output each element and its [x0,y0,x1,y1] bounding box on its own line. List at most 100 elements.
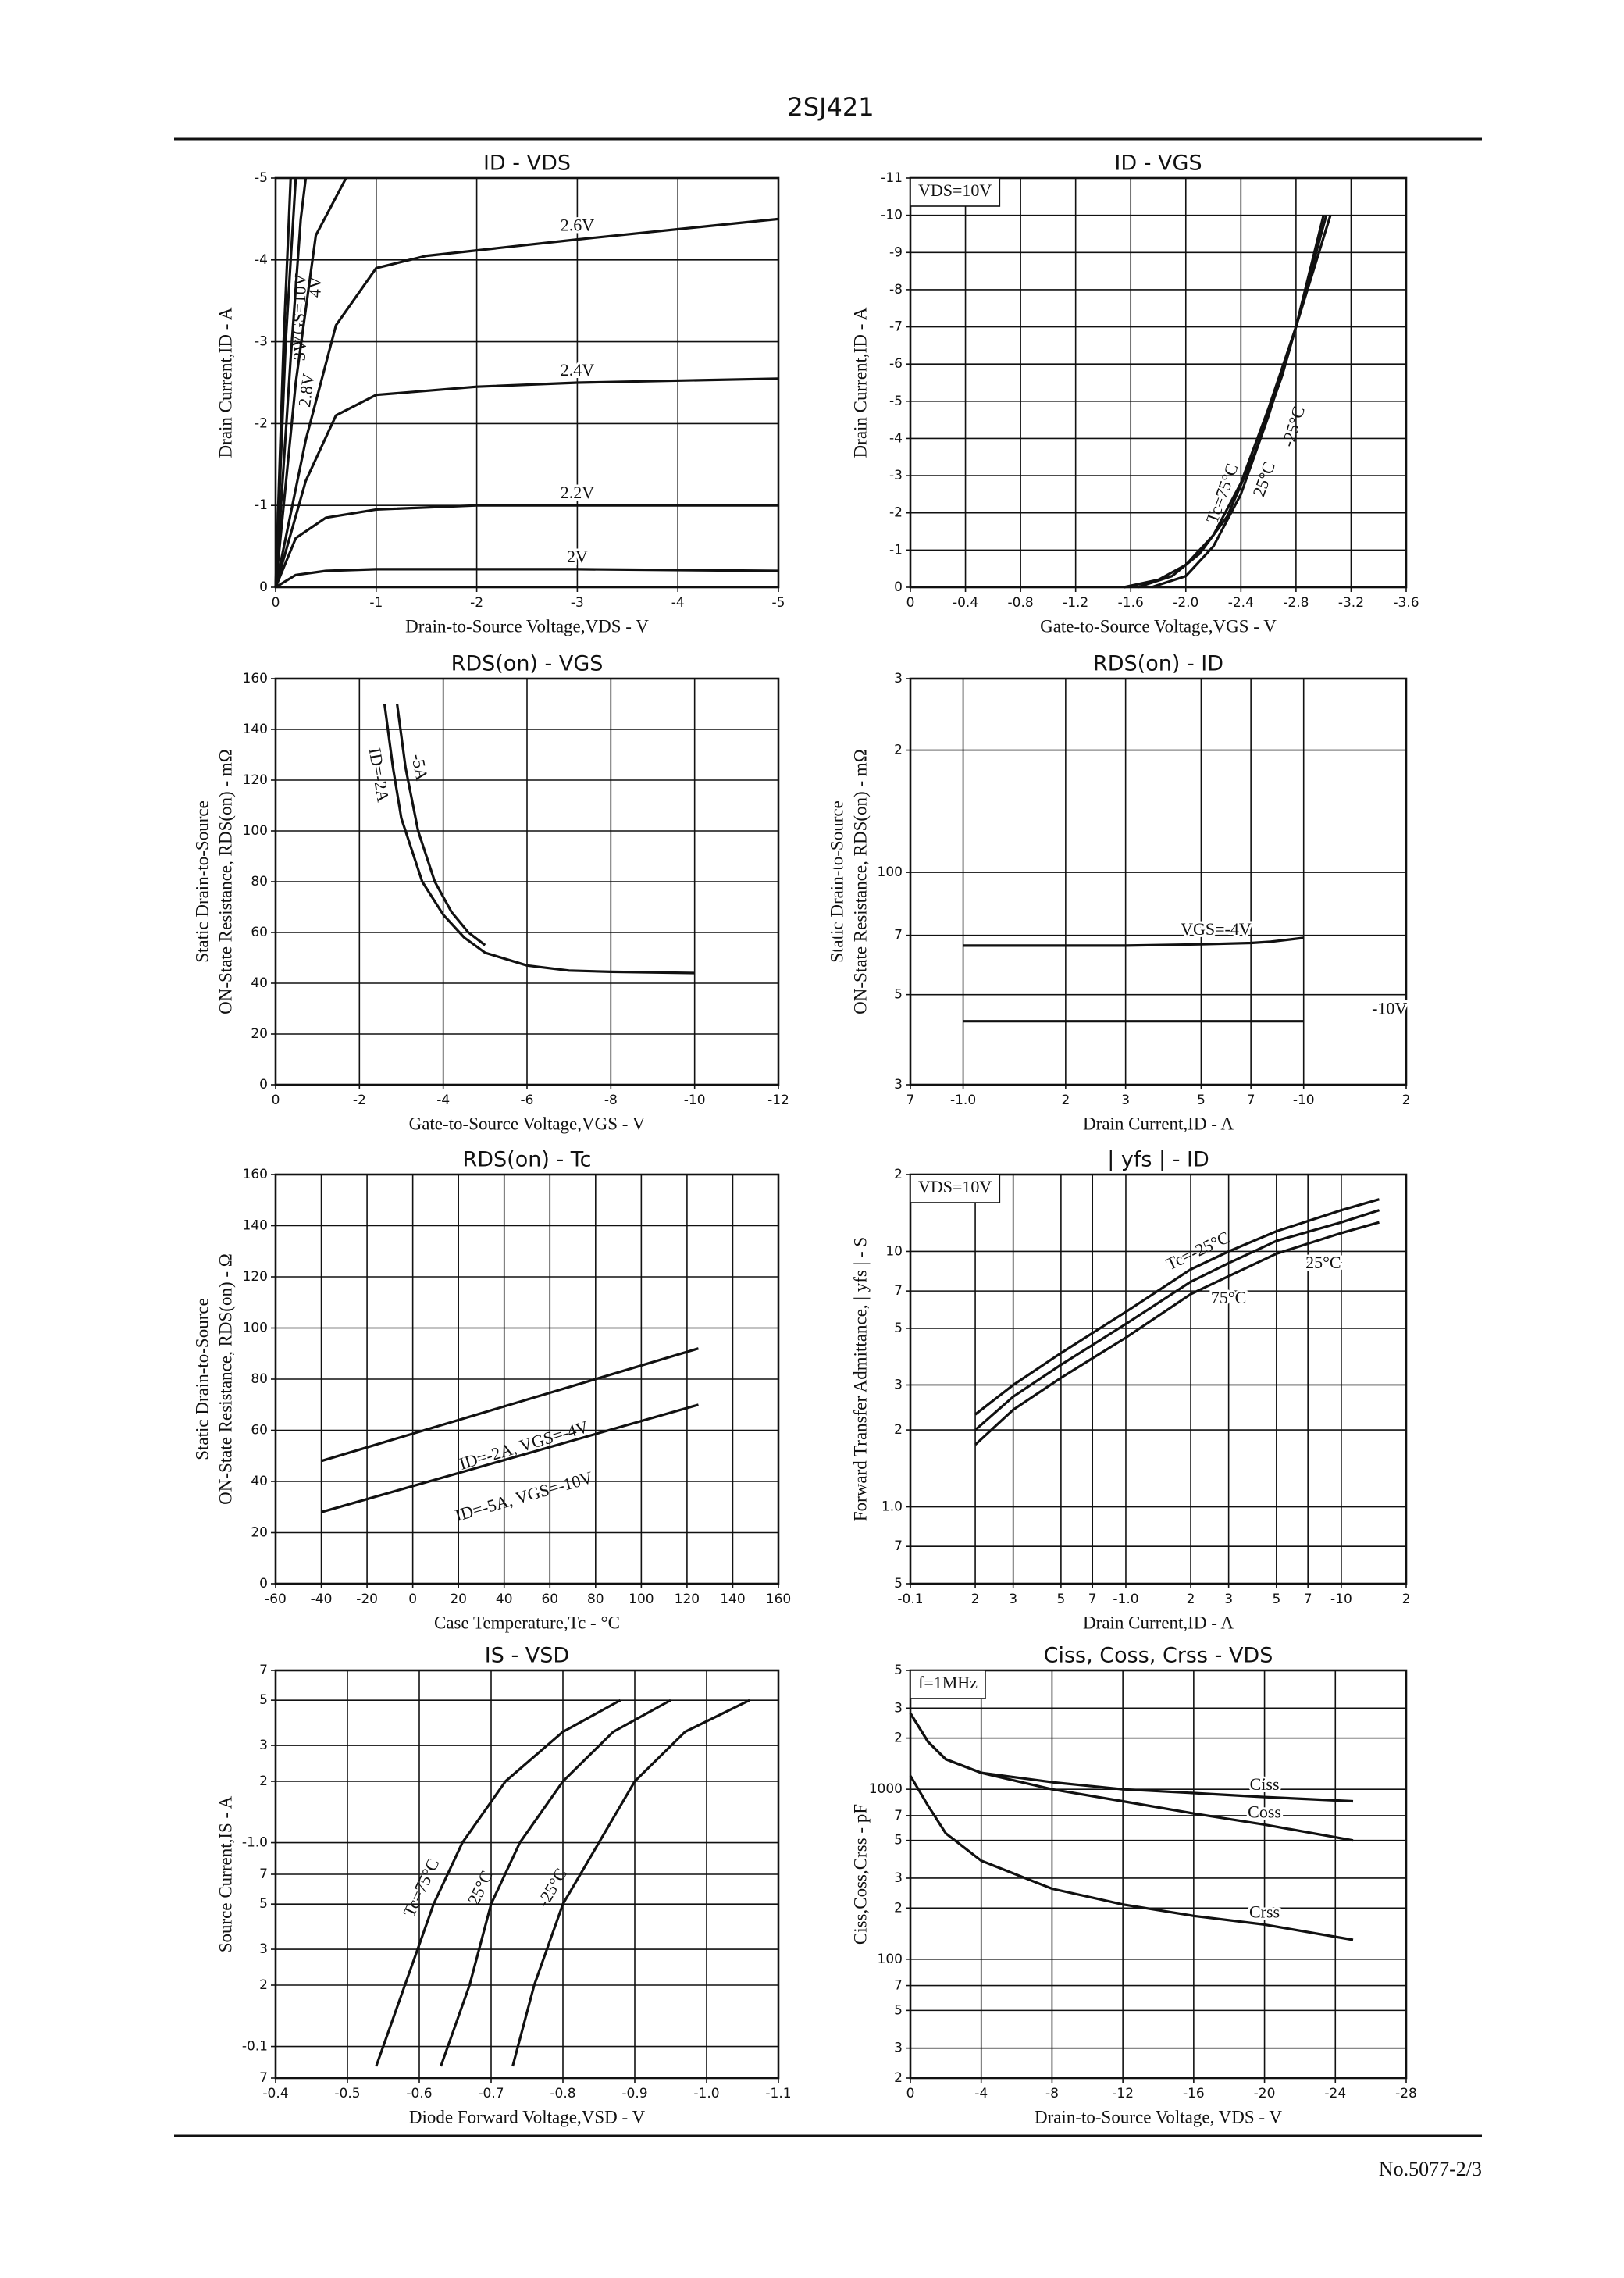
x-tick-label: -1.0 [693,2086,719,2102]
y-axis-label: Drain Current,ID - A [215,307,235,458]
y-tick-label: 2 [894,743,903,758]
x-tick-label: -12 [1112,2086,1134,2102]
x-tick-label: -8 [1045,2086,1059,2102]
x-tick-label: -3.2 [1338,595,1364,611]
x-tick-label: 100 [629,1592,654,1607]
curve [909,1712,1354,1842]
annotation: f=1MHz [918,1673,978,1692]
curve-label: 4V [304,276,326,298]
x-tick-label: 7 [906,1093,915,1108]
y-tick-label: 3 [894,2041,903,2056]
x-tick-label: -3 [571,595,584,611]
plot-frame [274,176,780,589]
x-tick-label: -2 [470,595,483,611]
y-tick-label: 7 [259,1663,268,1678]
y-tick-label: 3 [894,1870,903,1886]
y-tick-label: -2 [255,415,268,431]
y-tick-label: 5 [259,1896,268,1912]
y-tick-label: 5 [894,1576,903,1592]
x-tick-label: 40 [496,1592,513,1607]
x-tick-label: 3 [1121,1093,1130,1108]
curve [274,177,297,588]
x-tick-label: -5 [772,595,785,611]
x-tick-label: 0 [272,595,280,611]
x-tick-label: -28 [1395,2086,1417,2102]
y-tick-label: 1.0 [881,1499,903,1515]
y-tick-label: -1 [889,542,903,558]
y-tick-label: 3 [259,1738,268,1753]
y-tick-label: 80 [251,874,268,889]
x-tick-label: -10 [1330,1592,1352,1607]
x-tick-label: -0.6 [406,2086,432,2102]
x-tick-label: -0.5 [334,2086,360,2102]
plot-frame [909,176,1408,589]
chart-title: ID - VGS [1114,152,1202,176]
y-tick-label: -4 [889,430,903,446]
x-tick-label: 2 [1061,1093,1070,1108]
x-tick-label: 7 [1304,1592,1312,1607]
curve [909,1775,1354,1941]
x-tick-label: -1 [369,595,383,611]
curve [396,704,486,946]
y-tick-label: 3 [259,1941,268,1957]
x-axis-label: Drain Current,ID - A [1083,1114,1234,1133]
x-tick-label: 80 [587,1592,604,1607]
chart-title: RDS(on) - Tc [462,1148,591,1172]
chart-title: RDS(on) - VGS [451,652,604,676]
curve-label: -10V [1372,999,1407,1018]
y-axis-label: Static Drain-to-Source [192,1298,212,1460]
curve [1151,215,1332,589]
y-tick-label: 140 [243,1218,268,1234]
curve [275,568,779,589]
x-tick-label: -40 [311,1592,333,1607]
curve [274,504,778,588]
y-tick-label: -5 [255,170,268,186]
y-tick-label: 3 [894,671,903,686]
y-tick-label: -0.1 [242,2039,268,2055]
curve [274,377,779,588]
x-tick-label: 5 [1272,1592,1280,1607]
y-tick-label: 5 [894,1833,903,1848]
curve-label: VGS=10V [287,273,310,348]
y-tick-label: 2 [894,1900,903,1916]
chart: RDS(on) - ID Drain Current,ID - A Static D… [827,652,1410,1134]
y-tick-label: 7 [894,1283,903,1299]
curve-label: 2.2V [561,483,595,502]
curve-label: 25°C [1305,1253,1341,1272]
x-tick-label: 20 [450,1592,467,1607]
x-tick-label: -4 [671,595,685,611]
x-tick-label: -0.4 [953,595,978,611]
y-tick-label: 140 [243,722,268,737]
y-tick-label: 7 [259,1866,268,1882]
x-tick-label: 0 [408,1592,417,1607]
chart: | yfs | - ID Drain Current,ID - A Forward … [850,1148,1410,1633]
x-tick-label: 5 [1056,1592,1065,1607]
y-tick-label: 80 [251,1371,268,1387]
curve [440,1699,671,2067]
y-tick-label: 5 [259,1692,268,1708]
y-tick-label: -3 [889,468,903,483]
page-number: No.5077-2/3 [1379,2158,1482,2180]
y-tick-label: 0 [259,1077,268,1093]
x-tick-label: -0.9 [621,2086,647,2102]
chart: RDS(on) - VGS Gate-to-Source Voltage,VGS … [192,652,789,1134]
plot-frame [909,1173,1408,1585]
y-tick-label: 1000 [869,1781,903,1797]
x-tick-label: -0.1 [897,1592,923,1607]
y-tick-label: -11 [881,170,903,186]
y-tick-label: 2 [259,1977,268,1993]
curve-label: 3V [289,339,310,362]
y-tick-label: 5 [894,987,903,1003]
x-tick-label: -2.0 [1173,595,1198,611]
x-tick-label: 0 [272,1093,280,1108]
y-tick-label: 3 [894,1077,903,1093]
y-tick-label: 7 [259,2070,268,2086]
y-tick-label: -10 [881,208,903,223]
y-tick-label: 2 [894,2070,903,2086]
y-tick-label: -8 [889,282,903,298]
y-tick-label: 20 [251,1525,268,1541]
x-tick-label: 0 [906,595,915,611]
x-tick-label: -10 [684,1093,706,1108]
y-tick-label: -1.0 [242,1835,268,1851]
